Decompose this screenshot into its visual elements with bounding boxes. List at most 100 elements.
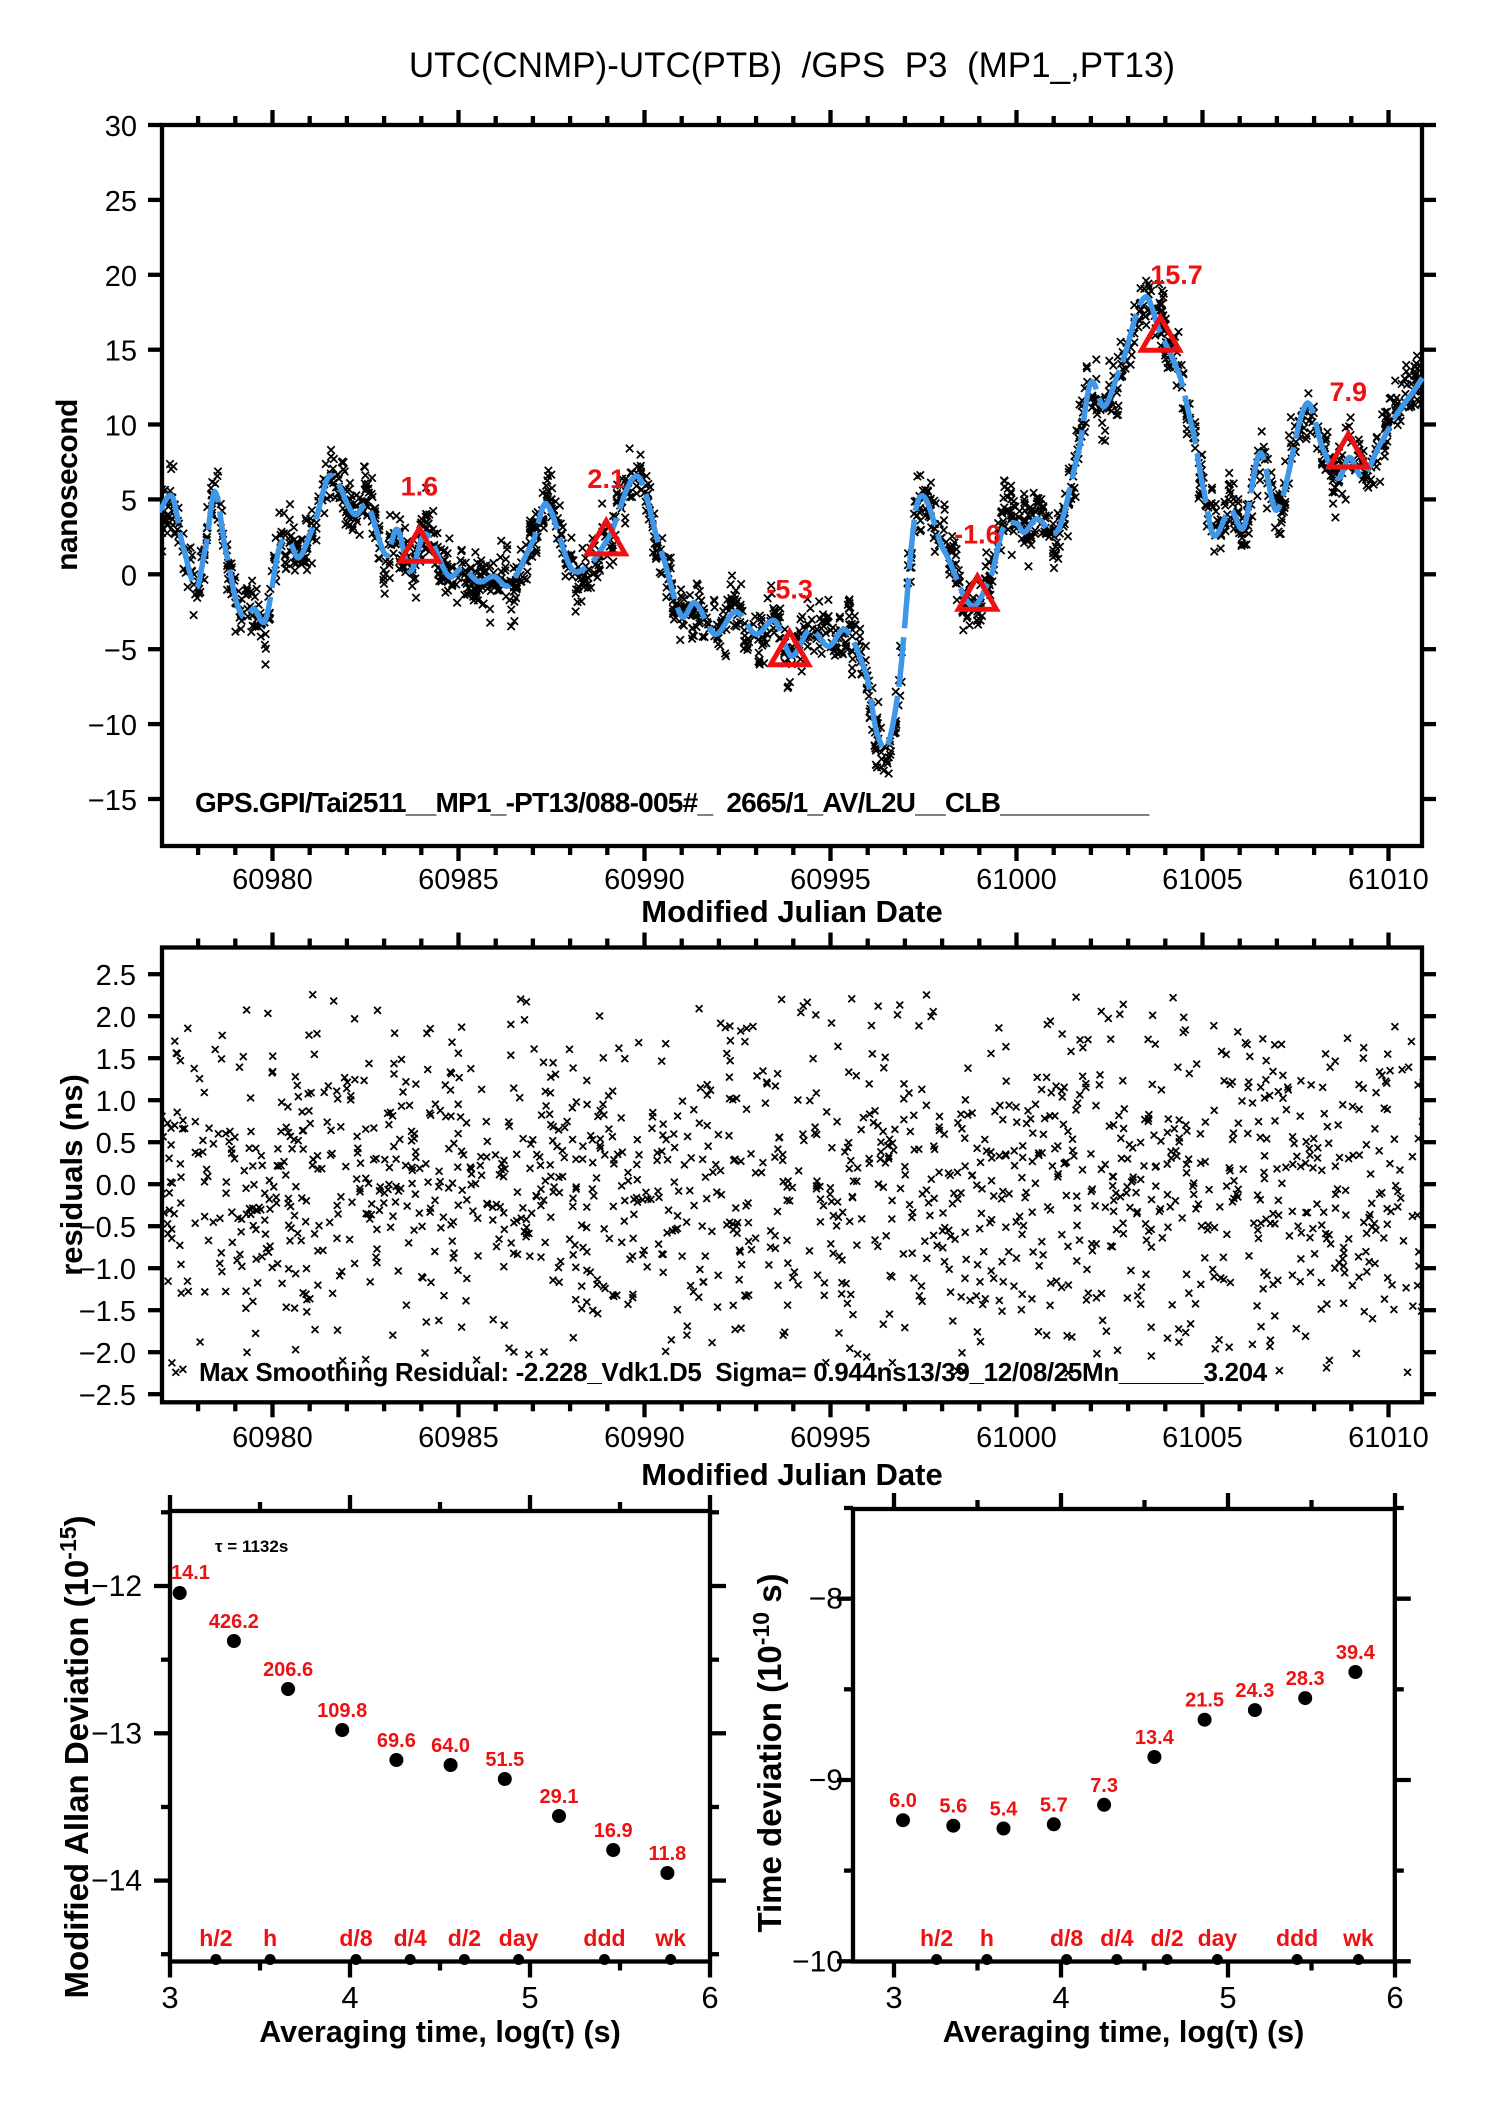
svg-text:3: 3 <box>885 1980 902 2015</box>
svg-text:−5: −5 <box>104 635 137 667</box>
svg-text:61005: 61005 <box>1162 864 1243 896</box>
svg-text:426.2: 426.2 <box>209 1611 259 1633</box>
svg-text:39.4: 39.4 <box>1336 1642 1376 1664</box>
svg-text:69.6: 69.6 <box>377 1730 416 1752</box>
svg-text:nanosecond: nanosecond <box>51 399 84 571</box>
svg-text:4: 4 <box>341 1980 358 2015</box>
svg-text:−10: −10 <box>88 710 137 742</box>
svg-text:64.0: 64.0 <box>431 1735 470 1757</box>
svg-text:15.7: 15.7 <box>1150 260 1203 290</box>
svg-text:1.6: 1.6 <box>401 471 439 501</box>
svg-text:-5.3: -5.3 <box>766 575 813 605</box>
svg-text:−9: −9 <box>809 1764 843 1797</box>
svg-text:60980: 60980 <box>232 1422 313 1454</box>
svg-text:wk: wk <box>654 1925 686 1951</box>
svg-text:Averaging time, log(τ) (s): Averaging time, log(τ) (s) <box>259 2015 621 2049</box>
svg-text:60980: 60980 <box>232 864 313 896</box>
svg-text:28.3: 28.3 <box>1286 1668 1325 1690</box>
svg-text:51.5: 51.5 <box>485 1749 524 1771</box>
svg-text:2.1: 2.1 <box>587 464 625 494</box>
svg-text:wk: wk <box>1342 1925 1374 1951</box>
svg-text:5.4: 5.4 <box>990 1799 1019 1821</box>
svg-text:Time deviation (10-10 s): Time deviation (10-10 s) <box>748 1573 788 1932</box>
svg-text:3: 3 <box>161 1980 178 2015</box>
svg-text:GPS.GPI/Tai2511__MP1_-PT13/088: GPS.GPI/Tai2511__MP1_-PT13/088-005#_ 266… <box>195 787 1150 818</box>
svg-text:6: 6 <box>701 1980 718 2015</box>
svg-text:d/4: d/4 <box>394 1925 427 1951</box>
svg-text:5: 5 <box>1219 1980 1236 2015</box>
svg-text:-1.6: -1.6 <box>954 519 1001 549</box>
svg-text:20: 20 <box>105 261 137 293</box>
svg-text:14.1: 14.1 <box>171 1562 210 1584</box>
svg-text:13.4: 13.4 <box>1135 1727 1175 1749</box>
svg-text:day: day <box>499 1925 539 1951</box>
svg-text:30: 30 <box>105 111 137 143</box>
svg-text:h/2: h/2 <box>920 1925 953 1951</box>
svg-text:11.8: 11.8 <box>648 1843 686 1865</box>
svg-text:−12: −12 <box>91 1570 142 1603</box>
svg-text:−13: −13 <box>91 1717 142 1750</box>
svg-text:4: 4 <box>1052 1980 1069 2015</box>
svg-text:h/2: h/2 <box>199 1925 232 1951</box>
svg-text:21.5: 21.5 <box>1185 1690 1224 1712</box>
svg-text:UTC(CNMP)-UTC(PTB) /GPS P3: UTC(CNMP)-UTC(PTB) /GPS P3 (MP1_,PT13) <box>409 46 1175 85</box>
svg-text:1.0: 1.0 <box>96 1086 136 1118</box>
svg-text:h: h <box>980 1925 994 1951</box>
svg-text:−14: −14 <box>91 1865 142 1898</box>
svg-text:16.9: 16.9 <box>594 1820 633 1842</box>
svg-text:60985: 60985 <box>418 864 499 896</box>
svg-text:2.5: 2.5 <box>96 960 136 992</box>
svg-text:Averaging time, log(τ) (s): Averaging time, log(τ) (s) <box>943 2015 1305 2049</box>
svg-text:−15: −15 <box>88 785 137 817</box>
svg-text:day: day <box>1198 1925 1238 1951</box>
svg-text:60990: 60990 <box>604 1422 685 1454</box>
svg-text:61000: 61000 <box>976 864 1057 896</box>
svg-text:d/8: d/8 <box>1050 1925 1083 1951</box>
svg-text:15: 15 <box>105 336 137 368</box>
svg-text:d/8: d/8 <box>339 1925 372 1951</box>
svg-text:61005: 61005 <box>1162 1422 1243 1454</box>
svg-text:206.6: 206.6 <box>263 1659 313 1681</box>
svg-text:60995: 60995 <box>790 1422 871 1454</box>
svg-text:d/2: d/2 <box>448 1925 481 1951</box>
svg-text:−1.0: −1.0 <box>79 1254 136 1286</box>
svg-text:61010: 61010 <box>1348 864 1429 896</box>
svg-text:1.5: 1.5 <box>96 1044 136 1076</box>
svg-text:−0.5: −0.5 <box>79 1212 136 1244</box>
svg-text:−2.0: −2.0 <box>79 1338 136 1370</box>
svg-text:d/4: d/4 <box>1100 1925 1133 1951</box>
svg-text:Max Smoothing Residual: -2.228: Max Smoothing Residual: -2.228_Vdk1.D5 S… <box>199 1357 1268 1387</box>
svg-text:24.3: 24.3 <box>1235 1680 1274 1702</box>
svg-text:Modified Allan Deviation (10-1: Modified Allan Deviation (10-15) <box>55 1515 95 1998</box>
svg-text:residuals (ns): residuals (ns) <box>54 1074 89 1276</box>
svg-text:2.0: 2.0 <box>96 1002 136 1034</box>
svg-text:61010: 61010 <box>1348 1422 1429 1454</box>
svg-text:Modified Julian Date: Modified Julian Date <box>641 1457 942 1492</box>
svg-text:0: 0 <box>121 560 137 592</box>
svg-text:60990: 60990 <box>604 864 685 896</box>
svg-text:Modified Julian Date: Modified Julian Date <box>641 894 942 929</box>
svg-text:τ = 1132s: τ = 1132s <box>215 1537 288 1556</box>
svg-text:−10: −10 <box>792 1945 843 1978</box>
svg-text:7.3: 7.3 <box>1090 1775 1118 1797</box>
svg-text:h: h <box>263 1925 277 1951</box>
svg-text:−2.5: −2.5 <box>79 1380 136 1412</box>
svg-text:−1.5: −1.5 <box>79 1296 136 1328</box>
svg-text:29.1: 29.1 <box>540 1786 579 1808</box>
svg-text:6.0: 6.0 <box>889 1790 917 1812</box>
svg-text:5.6: 5.6 <box>939 1796 967 1818</box>
svg-text:7.9: 7.9 <box>1330 377 1368 407</box>
svg-text:5.7: 5.7 <box>1040 1794 1068 1816</box>
svg-text:ddd: ddd <box>583 1925 625 1951</box>
svg-text:60995: 60995 <box>790 864 871 896</box>
svg-text:5: 5 <box>521 1980 538 2015</box>
svg-text:25: 25 <box>105 186 137 218</box>
svg-text:109.8: 109.8 <box>317 1700 367 1722</box>
svg-text:61000: 61000 <box>976 1422 1057 1454</box>
svg-text:d/2: d/2 <box>1150 1925 1183 1951</box>
svg-text:60985: 60985 <box>418 1422 499 1454</box>
svg-text:6: 6 <box>1386 1980 1403 2015</box>
svg-text:0.5: 0.5 <box>96 1128 136 1160</box>
svg-text:5: 5 <box>121 485 137 517</box>
svg-text:−8: −8 <box>809 1583 843 1616</box>
